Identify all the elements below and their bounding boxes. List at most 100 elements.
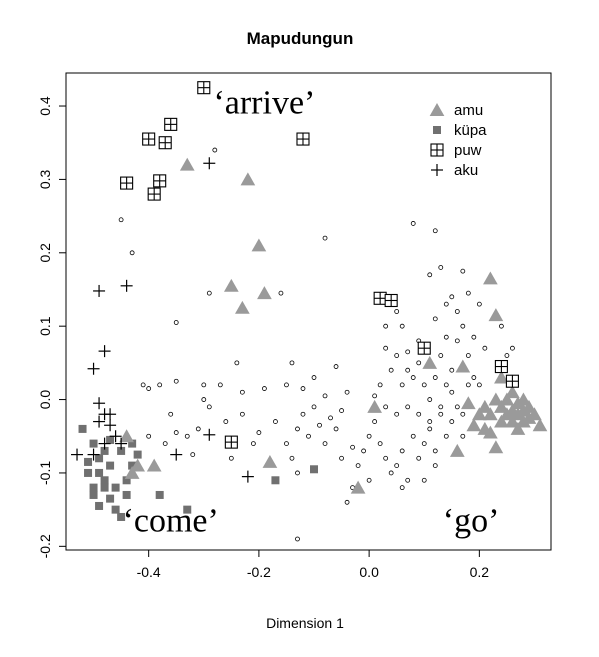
data-point-unlabeled	[273, 419, 278, 424]
data-point-unlabeled	[388, 367, 394, 373]
data-point-unlabeled	[405, 349, 411, 355]
data-point-unlabeled	[190, 452, 196, 458]
data-point-unlabeled	[443, 382, 449, 388]
data-point-unlabeled	[173, 320, 179, 325]
data-point-küpa	[117, 512, 126, 521]
data-point-unlabeled	[256, 430, 262, 435]
data-point-unlabeled	[449, 367, 455, 373]
data-point-küpa	[128, 461, 137, 470]
data-point-amu	[124, 465, 140, 479]
data-point-unlabeled	[476, 301, 482, 307]
data-point-unlabeled	[454, 404, 460, 410]
data-point-küpa	[89, 490, 98, 499]
data-point-unlabeled	[399, 323, 405, 329]
data-point-küpa	[111, 483, 120, 492]
data-point-puw	[494, 359, 508, 374]
data-point-aku	[71, 448, 84, 461]
legend-marker-küpa	[433, 126, 441, 134]
data-point-amu	[505, 403, 520, 417]
data-point-amu	[130, 458, 145, 472]
data-point-amu	[488, 392, 504, 406]
data-point-unlabeled	[498, 323, 504, 329]
data-point-küpa	[122, 476, 131, 485]
data-point-amu	[240, 172, 256, 186]
data-point-unlabeled	[394, 463, 400, 469]
data-point-unlabeled	[405, 477, 411, 483]
data-point-amu	[422, 355, 438, 369]
data-point-amu	[516, 392, 531, 406]
data-point-unlabeled	[421, 441, 427, 446]
data-point-unlabeled	[206, 404, 212, 410]
data-point-unlabeled	[339, 408, 344, 413]
data-point-küpa	[100, 483, 109, 492]
data-point-unlabeled	[460, 433, 466, 439]
data-point-amu	[494, 399, 509, 413]
data-point-unlabeled	[432, 316, 438, 322]
data-point-amu	[472, 407, 487, 421]
data-point-unlabeled	[317, 422, 322, 428]
data-point-unlabeled	[443, 301, 449, 307]
data-point-küpa	[95, 454, 104, 463]
data-point-unlabeled	[344, 499, 350, 505]
data-point-unlabeled	[250, 441, 256, 446]
data-point-unlabeled	[460, 268, 466, 274]
data-point-unlabeled	[399, 382, 405, 388]
data-point-puw	[373, 291, 387, 305]
data-point-küpa	[106, 435, 115, 444]
data-point-küpa	[106, 494, 115, 503]
data-point-unlabeled	[289, 360, 295, 366]
data-point-amu	[483, 425, 498, 439]
data-point-küpa	[100, 476, 109, 485]
data-point-amu	[494, 414, 509, 428]
data-point-amu	[494, 370, 509, 384]
data-point-amu	[262, 454, 278, 468]
data-point-amu	[483, 407, 498, 421]
data-point-unlabeled	[394, 411, 400, 417]
data-point-unlabeled	[476, 382, 482, 388]
data-point-küpa	[100, 446, 109, 455]
data-point-küpa	[84, 457, 93, 466]
legend-marker-aku	[431, 164, 443, 176]
y-tick-label: 0.3	[37, 169, 53, 189]
data-point-unlabeled	[438, 265, 444, 270]
data-point-unlabeled	[333, 364, 339, 369]
data-point-küpa	[122, 490, 131, 499]
data-point-puw	[505, 374, 519, 388]
data-point-unlabeled	[416, 411, 422, 417]
chart-title: Mapudungun	[247, 29, 354, 48]
annotation-label: ‘go’	[443, 503, 500, 540]
data-point-unlabeled	[454, 309, 460, 314]
data-point-unlabeled	[278, 290, 284, 296]
data-point-amu	[499, 392, 515, 406]
data-point-unlabeled	[366, 433, 372, 439]
data-point-unlabeled	[372, 393, 378, 399]
data-point-aku	[203, 428, 216, 441]
y-tick-label: 0.2	[37, 243, 53, 263]
y-tick-label: -0.2	[37, 534, 53, 558]
data-point-unlabeled	[432, 463, 438, 469]
data-point-unlabeled	[421, 382, 427, 388]
data-point-unlabeled	[443, 334, 449, 340]
data-point-amu	[505, 414, 520, 428]
annotation-label: ‘come’	[123, 503, 219, 540]
legend: amu küpa puw aku	[429, 102, 487, 179]
data-point-unlabeled	[427, 397, 433, 402]
data-point-unlabeled	[454, 338, 460, 344]
data-point-unlabeled	[322, 441, 328, 446]
data-point-amu	[510, 421, 526, 435]
data-point-unlabeled	[228, 455, 234, 461]
x-tick-label: 0.2	[470, 564, 490, 580]
data-point-unlabeled	[438, 353, 444, 358]
data-point-unlabeled	[449, 389, 455, 395]
data-point-unlabeled	[239, 389, 245, 395]
data-point-amu	[488, 440, 504, 454]
x-axis-label: Dimension 1	[266, 615, 344, 631]
data-point-unlabeled	[465, 290, 471, 296]
data-point-unlabeled	[206, 290, 212, 296]
y-tick-label: 0.4	[37, 96, 53, 116]
data-point-aku	[170, 448, 183, 461]
data-points	[71, 81, 548, 542]
data-point-unlabeled	[465, 382, 471, 388]
data-point-unlabeled	[173, 430, 179, 435]
